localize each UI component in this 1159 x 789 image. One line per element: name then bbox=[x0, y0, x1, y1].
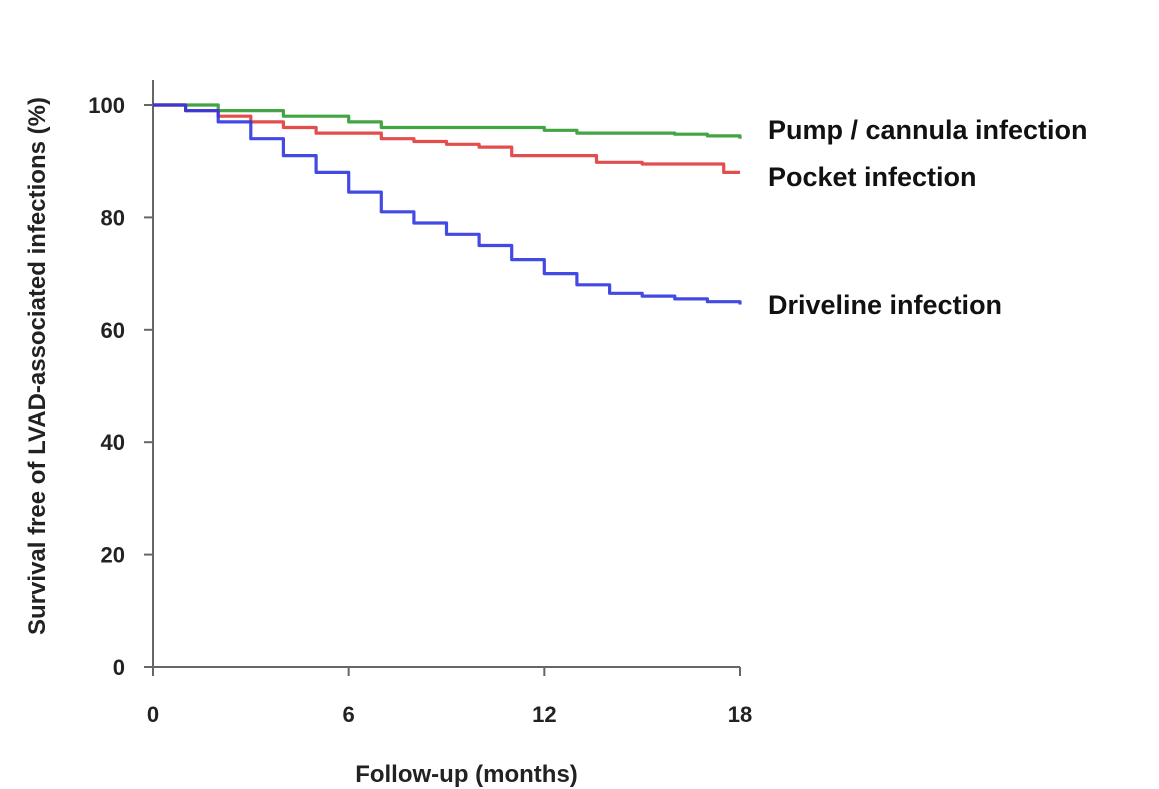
series-label-1: Pocket infection bbox=[768, 162, 977, 192]
x-tick-label: 0 bbox=[147, 702, 159, 727]
y-tick-label: 0 bbox=[113, 655, 125, 680]
y-axis: 0 20 40 60 80 100 bbox=[88, 80, 154, 680]
series-layer bbox=[153, 103, 742, 305]
series-line-1 bbox=[153, 103, 740, 174]
y-tick-label: 20 bbox=[101, 543, 125, 568]
y-tick-label: 100 bbox=[88, 93, 125, 118]
series-label-2: Driveline infection bbox=[768, 290, 1002, 320]
y-tick-label: 40 bbox=[101, 430, 125, 455]
series-labels: Pump / cannula infection Pocket infection… bbox=[768, 115, 1088, 320]
y-tick-label: 60 bbox=[101, 318, 125, 343]
series-label-0: Pump / cannula infection bbox=[768, 115, 1088, 145]
x-tick-label: 6 bbox=[343, 702, 355, 727]
series-line-0 bbox=[153, 103, 742, 139]
x-axis: 0 6 12 18 bbox=[147, 666, 752, 727]
x-tick-label: 18 bbox=[728, 702, 752, 727]
y-axis-title: Survival free of LVAD-associated infecti… bbox=[24, 97, 51, 635]
x-axis-title: Follow-up (months) bbox=[355, 761, 578, 788]
x-tick-label: 12 bbox=[532, 702, 556, 727]
series-line-2 bbox=[153, 103, 742, 305]
y-tick-label: 80 bbox=[101, 205, 125, 230]
